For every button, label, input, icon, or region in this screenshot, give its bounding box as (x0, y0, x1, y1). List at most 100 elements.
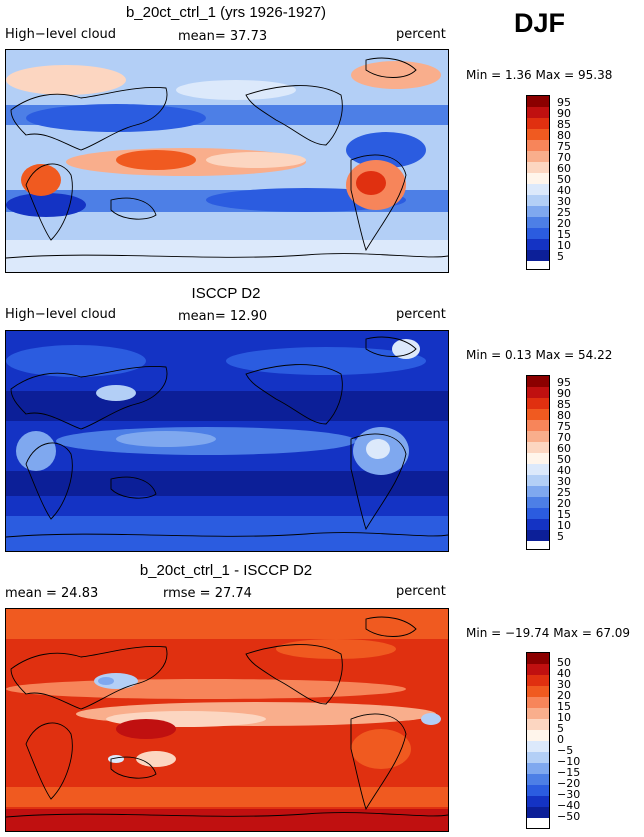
colorbar-swatch (527, 431, 549, 442)
colorbar-tick-label: 0 (557, 733, 564, 746)
colorbar-swatch (527, 173, 549, 184)
colorbar-tick-label: −30 (557, 788, 581, 801)
colorbar-tick-label: 30 (557, 475, 571, 488)
colorbar-swatch (527, 497, 549, 508)
panel-3-minmax: Min = −19.74 Max = 67.09 (466, 626, 631, 640)
colorbar-tick-label: 75 (557, 140, 571, 153)
colorbar-swatch (527, 686, 549, 697)
colorbar-swatch (527, 217, 549, 228)
colorbar-tick-label: 10 (557, 711, 571, 724)
colorbar-swatch (527, 96, 549, 107)
colorbar-tick-label: 10 (557, 519, 571, 532)
colorbar-tick-label: 85 (557, 398, 571, 411)
colorbar-tick-label: 80 (557, 129, 571, 142)
panel-1-title: b_20ct_ctrl_1 (yrs 1926-1927) (125, 4, 327, 21)
colorbar-tick-label: 70 (557, 151, 571, 164)
colorbar-tick-label: 25 (557, 486, 571, 499)
colorbar-swatch (527, 376, 549, 387)
colorbar-swatch (527, 118, 549, 129)
panel-2-title: ISCCP D2 (191, 285, 261, 302)
colorbar-tick-label: 60 (557, 442, 571, 455)
colorbar-tick-label: 90 (557, 107, 571, 120)
colorbar-tick-label: 80 (557, 409, 571, 422)
panel-1-colorbar (526, 95, 550, 270)
colorbar-tick-label: 60 (557, 162, 571, 175)
panel-1-minmax: Min = 1.36 Max = 95.38 (466, 68, 613, 82)
colorbar-swatch (527, 519, 549, 530)
colorbar-tick-label: 10 (557, 239, 571, 252)
colorbar-tick-label: 70 (557, 431, 571, 444)
panel-3-map (5, 608, 449, 832)
colorbar-swatch (527, 664, 549, 675)
colorbar-tick-label: 20 (557, 689, 571, 702)
colorbar-swatch (527, 774, 549, 785)
colorbar-tick-label: 40 (557, 464, 571, 477)
colorbar-swatch (527, 763, 549, 774)
colorbar-tick-label: 50 (557, 173, 571, 186)
panel-3-mean-label: mean = 24.83 (5, 586, 99, 601)
colorbar-tick-label: 15 (557, 228, 571, 241)
colorbar-tick-label: 95 (557, 376, 571, 389)
colorbar-tick-label: 30 (557, 678, 571, 691)
colorbar-swatch (527, 151, 549, 162)
colorbar-swatch (527, 129, 549, 140)
colorbar-swatch (527, 730, 549, 741)
colorbar-swatch (527, 387, 549, 398)
panel-1-variable-label: High−level cloud (5, 27, 117, 42)
colorbar-swatch (527, 250, 549, 261)
colorbar-tick-label: 15 (557, 508, 571, 521)
panel-1-mean-label: mean= 37.73 (178, 29, 268, 44)
colorbar-swatch (527, 239, 549, 250)
colorbar-swatch (527, 409, 549, 420)
panel-3-colorbar (526, 652, 550, 829)
colorbar-swatch (527, 228, 549, 239)
colorbar-swatch (527, 675, 549, 686)
colorbar-tick-label: 85 (557, 118, 571, 131)
colorbar-tick-label: 5 (557, 722, 564, 735)
panel-3-title: b_20ct_ctrl_1 - ISCCP D2 (139, 562, 313, 579)
panel-2-mean-label: mean= 12.90 (178, 309, 268, 324)
panel-1-units-label: percent (396, 27, 446, 42)
colorbar-swatch (527, 464, 549, 475)
colorbar-tick-label: 30 (557, 195, 571, 208)
panel-1-map (5, 49, 449, 273)
colorbar-swatch (527, 398, 549, 409)
colorbar-swatch (527, 442, 549, 453)
colorbar-tick-label: 5 (557, 250, 564, 263)
colorbar-swatch (527, 508, 549, 519)
colorbar-swatch (527, 796, 549, 807)
colorbar-swatch (527, 741, 549, 752)
colorbar-swatch (527, 162, 549, 173)
colorbar-tick-label: −15 (557, 766, 581, 779)
colorbar-swatch (527, 107, 549, 118)
colorbar-swatch (527, 140, 549, 151)
colorbar-tick-label: 50 (557, 656, 571, 669)
colorbar-tick-label: −40 (557, 799, 581, 812)
colorbar-tick-label: −20 (557, 777, 581, 790)
colorbar-swatch (527, 206, 549, 217)
colorbar-swatch (527, 719, 549, 730)
colorbar-swatch (527, 653, 549, 664)
colorbar-tick-label: 20 (557, 497, 571, 510)
colorbar-tick-label: 5 (557, 530, 564, 543)
colorbar-tick-label: 25 (557, 206, 571, 219)
colorbar-swatch (527, 475, 549, 486)
colorbar-swatch (527, 785, 549, 796)
colorbar-tick-label: 50 (557, 453, 571, 466)
colorbar-tick-label: 90 (557, 387, 571, 400)
season-label: DJF (514, 8, 566, 38)
colorbar-tick-label: −10 (557, 755, 581, 768)
colorbar-swatch (527, 453, 549, 464)
colorbar-swatch (527, 752, 549, 763)
colorbar-swatch (527, 184, 549, 195)
panel-2-map (5, 330, 449, 552)
colorbar-swatch (527, 807, 549, 818)
panel-3-units-label: percent (396, 584, 446, 599)
panel-2-units-label: percent (396, 307, 446, 322)
colorbar-swatch (527, 486, 549, 497)
panel-3-rmse-label: rmse = 27.74 (163, 586, 252, 601)
colorbar-tick-label: 75 (557, 420, 571, 433)
panel-2-minmax: Min = 0.13 Max = 54.22 (466, 348, 613, 362)
colorbar-tick-label: −5 (557, 744, 574, 757)
colorbar-tick-label: −50 (557, 810, 581, 823)
